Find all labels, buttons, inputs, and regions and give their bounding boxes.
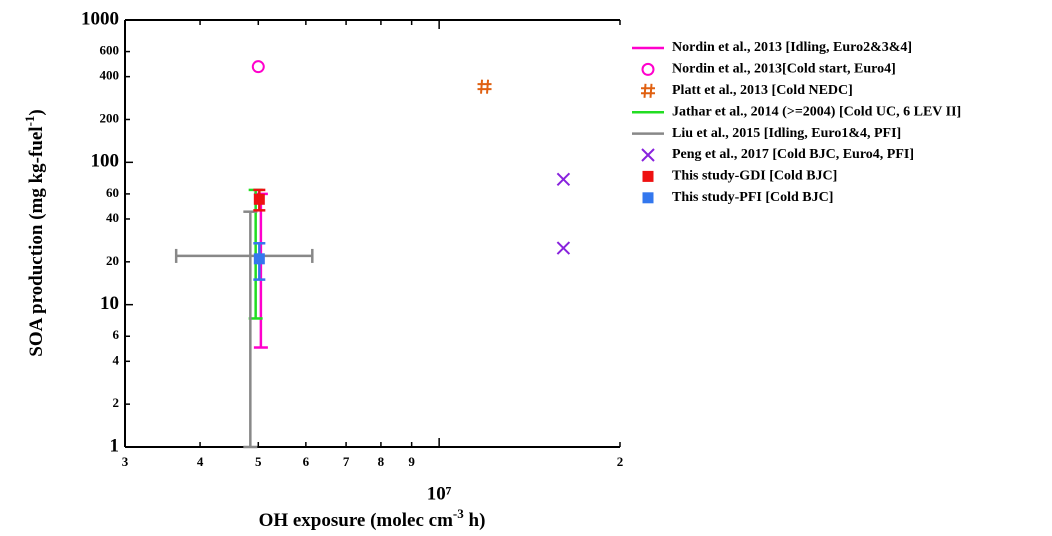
legend-label: Nordin et al., 2013[Cold start, Euro4] (672, 62, 896, 77)
legend-label: Liu et al., 2015 [Idling, Euro1&4, PFI] (672, 126, 901, 141)
y-tick-label: 6 (113, 327, 120, 342)
x-tick-label: 3 (122, 454, 129, 469)
x-axis-label-part: OH exposure (molec cm (259, 510, 454, 531)
x-tick-label: 7 (343, 454, 350, 469)
x-axis-label-part: -3 (453, 506, 464, 521)
marker-hash (477, 79, 492, 94)
y-tick-label: 2 (113, 395, 120, 410)
y-tick-label: 1 (110, 435, 120, 456)
legend-label: Peng et al., 2017 [Cold BJC, Euro4, PFI] (672, 147, 914, 162)
marker-circle (251, 60, 265, 74)
legend-label: This study-PFI [Cold BJC] (672, 190, 833, 205)
y-tick-label: 20 (106, 253, 119, 268)
y-tick-label: 400 (100, 68, 120, 83)
x-tick-label: 2 (617, 454, 624, 469)
marker-square (642, 192, 654, 204)
marker-square (253, 193, 265, 205)
x-tick-label: 5 (255, 454, 262, 469)
y-axis-label: SOA production (mg kg-fuel-1) (22, 109, 47, 357)
marker-x (556, 172, 571, 187)
y-tick-label: 10 (100, 293, 119, 314)
legend-label: Nordin et al., 2013 [Idling, Euro2&3&4] (672, 40, 912, 55)
y-tick-label: 100 (91, 151, 120, 172)
x-axis-label-part: h) (464, 510, 486, 531)
x-tick-label: 9 (408, 454, 415, 469)
y-tick-label: 1000 (81, 8, 119, 29)
y-tick-label: 4 (113, 352, 120, 367)
legend-label: This study-GDI [Cold BJC] (672, 169, 837, 184)
x-tick-label: 8 (378, 454, 385, 469)
y-axis-label-part: ) (26, 109, 47, 115)
x-tick-label: 10⁷ (427, 483, 452, 504)
marker-x (556, 241, 571, 255)
y-tick-label: 600 (100, 43, 120, 58)
marker-circle (641, 62, 655, 76)
marker-x (641, 148, 655, 162)
y-tick-label: 40 (106, 210, 119, 225)
y-axis-label-part: SOA production (mg kg-fuel (26, 126, 47, 356)
y-tick-label: 200 (100, 110, 120, 125)
legend-label: Platt et al., 2013 [Cold NEDC] (672, 83, 853, 98)
marker-hash (641, 83, 655, 98)
x-tick-label: 6 (303, 454, 310, 469)
y-axis-label-part: -1 (22, 116, 37, 127)
x-axis-label: OH exposure (molec cm-3 h) (259, 506, 486, 531)
marker-square (642, 170, 654, 182)
y-tick-label: 60 (106, 185, 119, 200)
marker-square (253, 253, 265, 265)
legend-label: Jathar et al., 2014 (>=2004) [Cold UC, 6… (672, 104, 961, 119)
x-tick-label: 4 (197, 454, 204, 469)
